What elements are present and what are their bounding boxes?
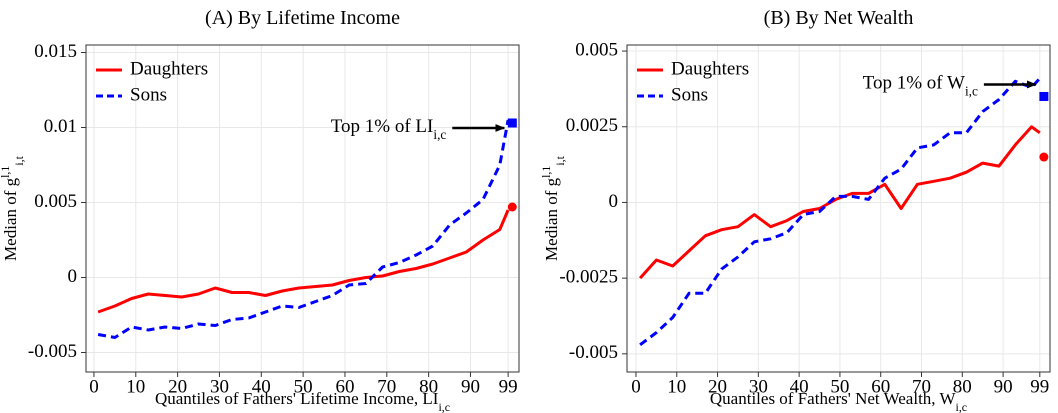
x-tick-label: 50: [830, 376, 849, 397]
y-axis-label-part: i,t: [12, 155, 26, 165]
x-axis-label-part: i,c: [956, 400, 968, 413]
annotation: Top 1% of LIi,c: [331, 116, 447, 141]
y-axis-label-part: l,1: [0, 166, 12, 178]
y-tick-label: 0.0025: [566, 115, 618, 136]
x-tick-label: 30: [210, 376, 229, 397]
annotation: Top 1% of Wi,c: [863, 73, 978, 98]
y-tick-label: -0.005: [28, 341, 77, 362]
top-marker: [507, 202, 517, 212]
x-tick-label: 70: [377, 376, 396, 397]
y-tick-label: 0.01: [44, 116, 77, 137]
x-axis-label-part: i,c: [438, 400, 450, 413]
y-tick-label: 0.015: [34, 41, 77, 62]
x-tick-label: 80: [419, 376, 438, 397]
plot-border: [626, 44, 1051, 373]
x-tick-label: 60: [335, 376, 354, 397]
x-tick-label: 0: [89, 376, 99, 397]
x-tick-label: 70: [912, 376, 931, 397]
panel-title: (A) By Lifetime Income: [205, 7, 400, 29]
annotation-part: Top 1% of W: [863, 73, 965, 94]
y-tick-label: 0: [68, 266, 78, 287]
x-tick-label: 99: [499, 376, 518, 397]
y-tick-label: -0.0025: [559, 266, 618, 287]
y-tick-label: 0.005: [34, 191, 77, 212]
plot-area: [86, 45, 519, 372]
annotation-part: i,c: [965, 83, 978, 98]
y-axis-label-part: l,1: [539, 166, 553, 178]
panel: -0.005 0 0.005 0.01 0.015 0 10 20 30 40 50 60 70 80 90…: [28, 41, 520, 397]
y-axis-label: Median of gl,1i,t: [0, 155, 26, 261]
plot-area: [627, 45, 1050, 372]
x-axis-label: Quantiles of Fathers' Net Wealth, Wi,c: [710, 389, 967, 413]
legend-label: Sons: [130, 84, 167, 105]
y-tick-label: 0: [609, 191, 619, 212]
annotation-part: Top 1% of LI: [331, 116, 434, 137]
x-tick-label: 20: [708, 376, 727, 397]
x-tick-label: 99: [1030, 376, 1049, 397]
top-marker: [1039, 152, 1049, 162]
x-tick-label: 10: [667, 376, 686, 397]
panel: -0.005 -0.0025 0 0.0025 0.005 0 10 20 30 40 50 60 70…: [559, 39, 1051, 397]
x-tick-label: 40: [790, 376, 809, 397]
x-tick-label: 10: [126, 376, 145, 397]
x-tick-label: 20: [168, 376, 187, 397]
series-line: [639, 77, 1041, 347]
y-axis-label-part: i,t: [553, 155, 567, 165]
legend-label: Sons: [671, 84, 708, 105]
top-marker: [507, 118, 517, 128]
panel-title: (B) By Net Wealth: [764, 7, 914, 29]
y-tick-label: 0.005: [575, 39, 618, 60]
x-tick-label: 30: [749, 376, 768, 397]
x-tick-label: 80: [953, 376, 972, 397]
plot-border: [85, 44, 520, 373]
x-tick-label: 40: [252, 376, 271, 397]
series-line: [97, 119, 510, 339]
legend-label: Daughters: [671, 58, 749, 79]
x-tick-label: 60: [871, 376, 890, 397]
y-axis-label: Median of gl,1i,t: [539, 155, 567, 261]
top-marker: [1039, 91, 1049, 101]
legend-label: Daughters: [130, 58, 208, 79]
y-tick-label: -0.005: [569, 342, 618, 363]
x-tick-label: 50: [294, 376, 313, 397]
x-tick-label: 0: [631, 376, 641, 397]
x-tick-label: 90: [461, 376, 480, 397]
x-axis-label-part: Quantiles of Fathers' Net Wealth, W: [710, 389, 957, 408]
y-axis-label-part: Median of g: [542, 177, 561, 261]
series-line: [97, 209, 510, 314]
y-axis-label-part: Median of g: [1, 177, 20, 261]
x-axis-label-part: Quantiles of Fathers' Lifetime Income, L…: [155, 389, 439, 408]
annotation-part: i,c: [433, 127, 446, 142]
x-tick-label: 90: [994, 376, 1013, 397]
x-axis-label: Quantiles of Fathers' Lifetime Income, L…: [155, 389, 450, 413]
